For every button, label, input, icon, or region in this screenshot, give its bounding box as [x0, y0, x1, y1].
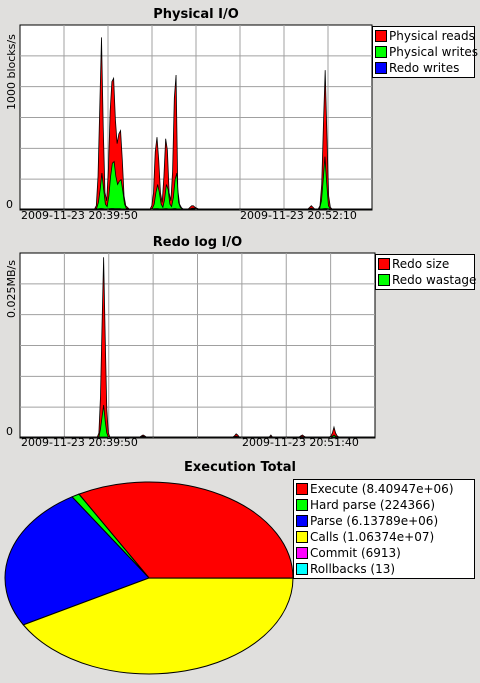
chart2-series-redo-size [20, 257, 375, 438]
legend-label: Redo wastage [392, 273, 477, 287]
chart1-title: Physical I/O [153, 7, 239, 22]
legend-swatch [375, 46, 387, 58]
chart1-xtick-1: 2009-11-23 20:52:10 [240, 209, 357, 222]
legend-item-physical-writes: Physical writes [375, 44, 478, 60]
legend-item-commit: Commit (6913) [296, 545, 472, 561]
legend-item-redo-writes: Redo writes [375, 60, 472, 76]
chart1-series-physical-writes [20, 156, 372, 210]
chart3-title: Execution Total [184, 460, 296, 475]
legend-label: Physical writes [389, 45, 479, 59]
pie-slice-hard [71, 493, 150, 579]
legend-swatch [296, 531, 308, 543]
legend-label: Commit (6913) [310, 546, 401, 560]
chart1-ylabel: 1000 blocks/s [5, 34, 18, 110]
legend-label: Calls (1.06374e+07) [310, 530, 435, 544]
chart1-ytick-0: 0 [6, 198, 13, 211]
legend-label: Rollbacks (13) [310, 562, 396, 576]
chart1-legend: Physical reads Physical writes Redo writ… [372, 26, 478, 78]
pie-slice-parse [4, 496, 150, 626]
legend-label: Execute (8.40947e+06) [310, 482, 454, 496]
legend-item-calls: Calls (1.06374e+07) [296, 529, 472, 545]
legend-swatch [296, 515, 308, 527]
chart2-xtick-1: 2009-11-23 20:51:40 [242, 436, 359, 449]
pie-slice-execute [78, 481, 294, 579]
legend-swatch [375, 62, 387, 74]
legend-swatch [378, 258, 390, 270]
chart2-yunit: MB/s [5, 260, 18, 287]
chart1-series-physical-reads [20, 37, 372, 210]
chart2-ylabel: 0.025MB/s [5, 260, 18, 318]
chart2-series-redo-wastage [20, 404, 375, 438]
legend-label: Parse (6.13789e+06) [310, 514, 439, 528]
legend-item-redo-size: Redo size [378, 256, 472, 272]
legend-swatch [296, 563, 308, 575]
legend-swatch [296, 547, 308, 559]
legend-item-execute: Execute (8.40947e+06) [296, 481, 472, 497]
chart1-plot-area [19, 24, 373, 211]
chart3-legend: Execute (8.40947e+06) Hard parse (224366… [293, 479, 475, 579]
chart2-legend: Redo size Redo wastage [375, 254, 476, 290]
legend-item-physical-reads: Physical reads [375, 28, 475, 44]
legend-item-rollbacks: Rollbacks (13) [296, 561, 472, 577]
chart1-xtick-0: 2009-11-23 20:39:50 [21, 209, 138, 222]
pie-slice-calls [22, 577, 294, 675]
legend-item-parse: Parse (6.13789e+06) [296, 513, 472, 529]
legend-swatch [296, 499, 308, 511]
legend-label: Physical reads [389, 29, 475, 43]
chart2-title: Redo log I/O [152, 235, 243, 250]
legend-label: Redo writes [389, 61, 460, 75]
legend-label: Redo size [392, 257, 450, 271]
chart2-ytick-0: 0 [6, 425, 13, 438]
legend-swatch [378, 274, 390, 286]
chart2-xtick-0: 2009-11-23 20:39:50 [21, 436, 138, 449]
legend-swatch [375, 30, 387, 42]
legend-item-redo-wastage: Redo wastage [378, 272, 476, 288]
chart2-plot-area [19, 252, 376, 439]
legend-swatch [296, 483, 308, 495]
chart2-ytick-top: 0.025 [5, 286, 18, 319]
legend-item-hard-parse: Hard parse (224366) [296, 497, 472, 513]
legend-label: Hard parse (224366) [310, 498, 436, 512]
